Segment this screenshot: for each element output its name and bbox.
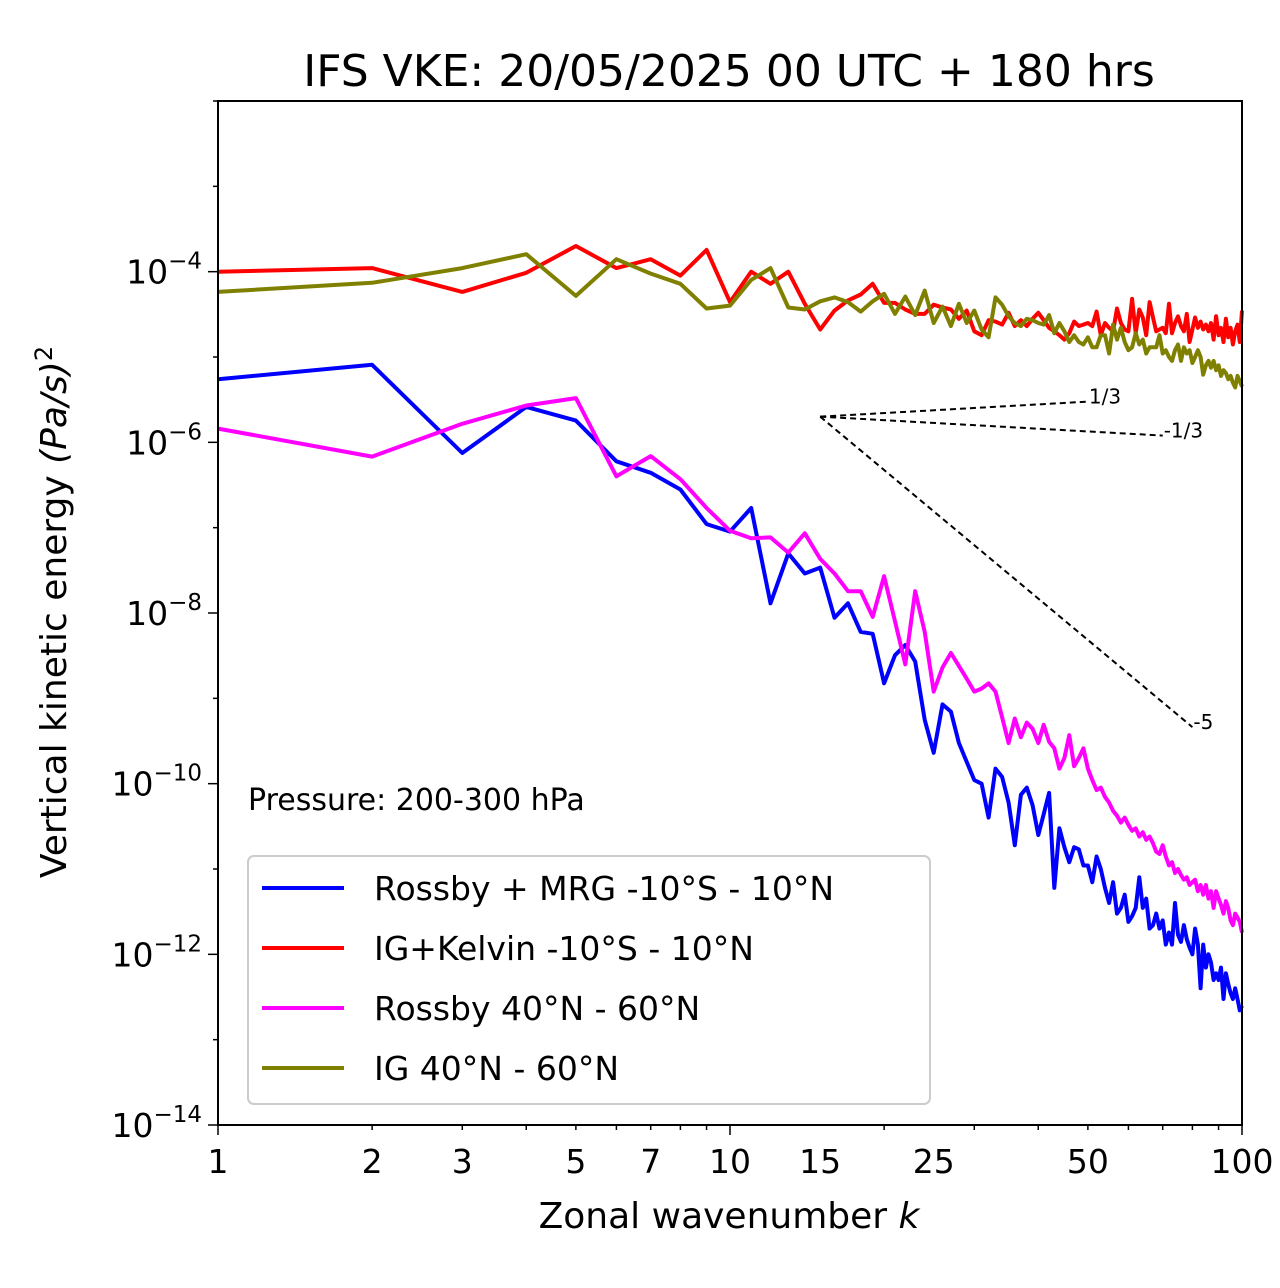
x-tick-label: 5 [565, 1142, 586, 1181]
plot-frame [217, 100, 1243, 1126]
pressure-annotation: Pressure: 200-300 hPa [248, 783, 585, 818]
x-axis-label-text: Zonal wavenumber [539, 1196, 888, 1237]
chart-title: IFS VKE: 20/05/2025 00 UTC + 180 hrs [303, 46, 1155, 97]
y-axis-label-unit: (Pa/s) [34, 361, 75, 464]
slope-label-1: 1/3 [1089, 385, 1121, 409]
y-axis-label-exp: 2 [30, 346, 58, 361]
legend: Rossby + MRG -10°S - 10°N IG+Kelvin -10°S… [247, 855, 931, 1105]
legend-label-2: IG+Kelvin -10°S - 10°N [374, 929, 754, 968]
slope-label-3: -5 [1193, 710, 1213, 734]
x-tick-label: 7 [640, 1142, 661, 1181]
legend-label-3: Rossby 40°N - 60°N [374, 989, 700, 1028]
legend-label-1: Rossby + MRG -10°S - 10°N [374, 869, 834, 908]
y-tick-label: 10−6 [126, 419, 202, 462]
reference-slope-lines: 1/3 -1/3 -5 [819, 385, 1213, 734]
x-tick-label: 3 [452, 1142, 473, 1181]
plot-border [217, 100, 1243, 1126]
y-tick-label: 10−8 [126, 590, 202, 633]
y-tick-label: 10−10 [111, 761, 202, 804]
slope-line-3 [819, 415, 1194, 728]
y-tick-label: 10−4 [126, 249, 202, 292]
x-tick-label: 25 [913, 1142, 955, 1181]
legend-label-4: IG 40°N - 60°N [374, 1049, 619, 1088]
slope-line-2 [820, 415, 1163, 437]
x-tick-label: 10 [709, 1142, 751, 1181]
y-axis-label-text: Vertical kinetic energy [34, 475, 75, 878]
y-tick-labels: 10−4 10−6 10−8 10−10 10−12 10−14 [111, 249, 202, 1145]
x-axis-label: Zonal wavenumber k [539, 1196, 922, 1237]
legend-box [247, 855, 931, 1105]
x-axis-label-var: k [899, 1196, 922, 1237]
series-line-2 [217, 244, 1244, 347]
x-tick-label: 1 [208, 1142, 229, 1181]
series-line-1 [217, 362, 1244, 1013]
series-line-4 [217, 252, 1244, 390]
y-tick-label: 10−14 [111, 1102, 202, 1145]
slope-line-1 [820, 400, 1088, 418]
x-tick-label: 50 [1067, 1142, 1109, 1181]
x-tick-labels: 1 2 3 5 7 10 15 25 50 100 [208, 1142, 1274, 1181]
series-lines [217, 244, 1244, 1013]
y-tick-label: 10−12 [111, 931, 202, 974]
slope-label-2: -1/3 [1164, 419, 1203, 443]
x-tick-label: 100 [1211, 1142, 1274, 1181]
y-axis-label: Vertical kinetic energy (Pa/s)2 [30, 346, 75, 878]
x-tick-label: 2 [362, 1142, 383, 1181]
series-line-3 [217, 396, 1244, 934]
x-tick-label: 15 [799, 1142, 841, 1181]
